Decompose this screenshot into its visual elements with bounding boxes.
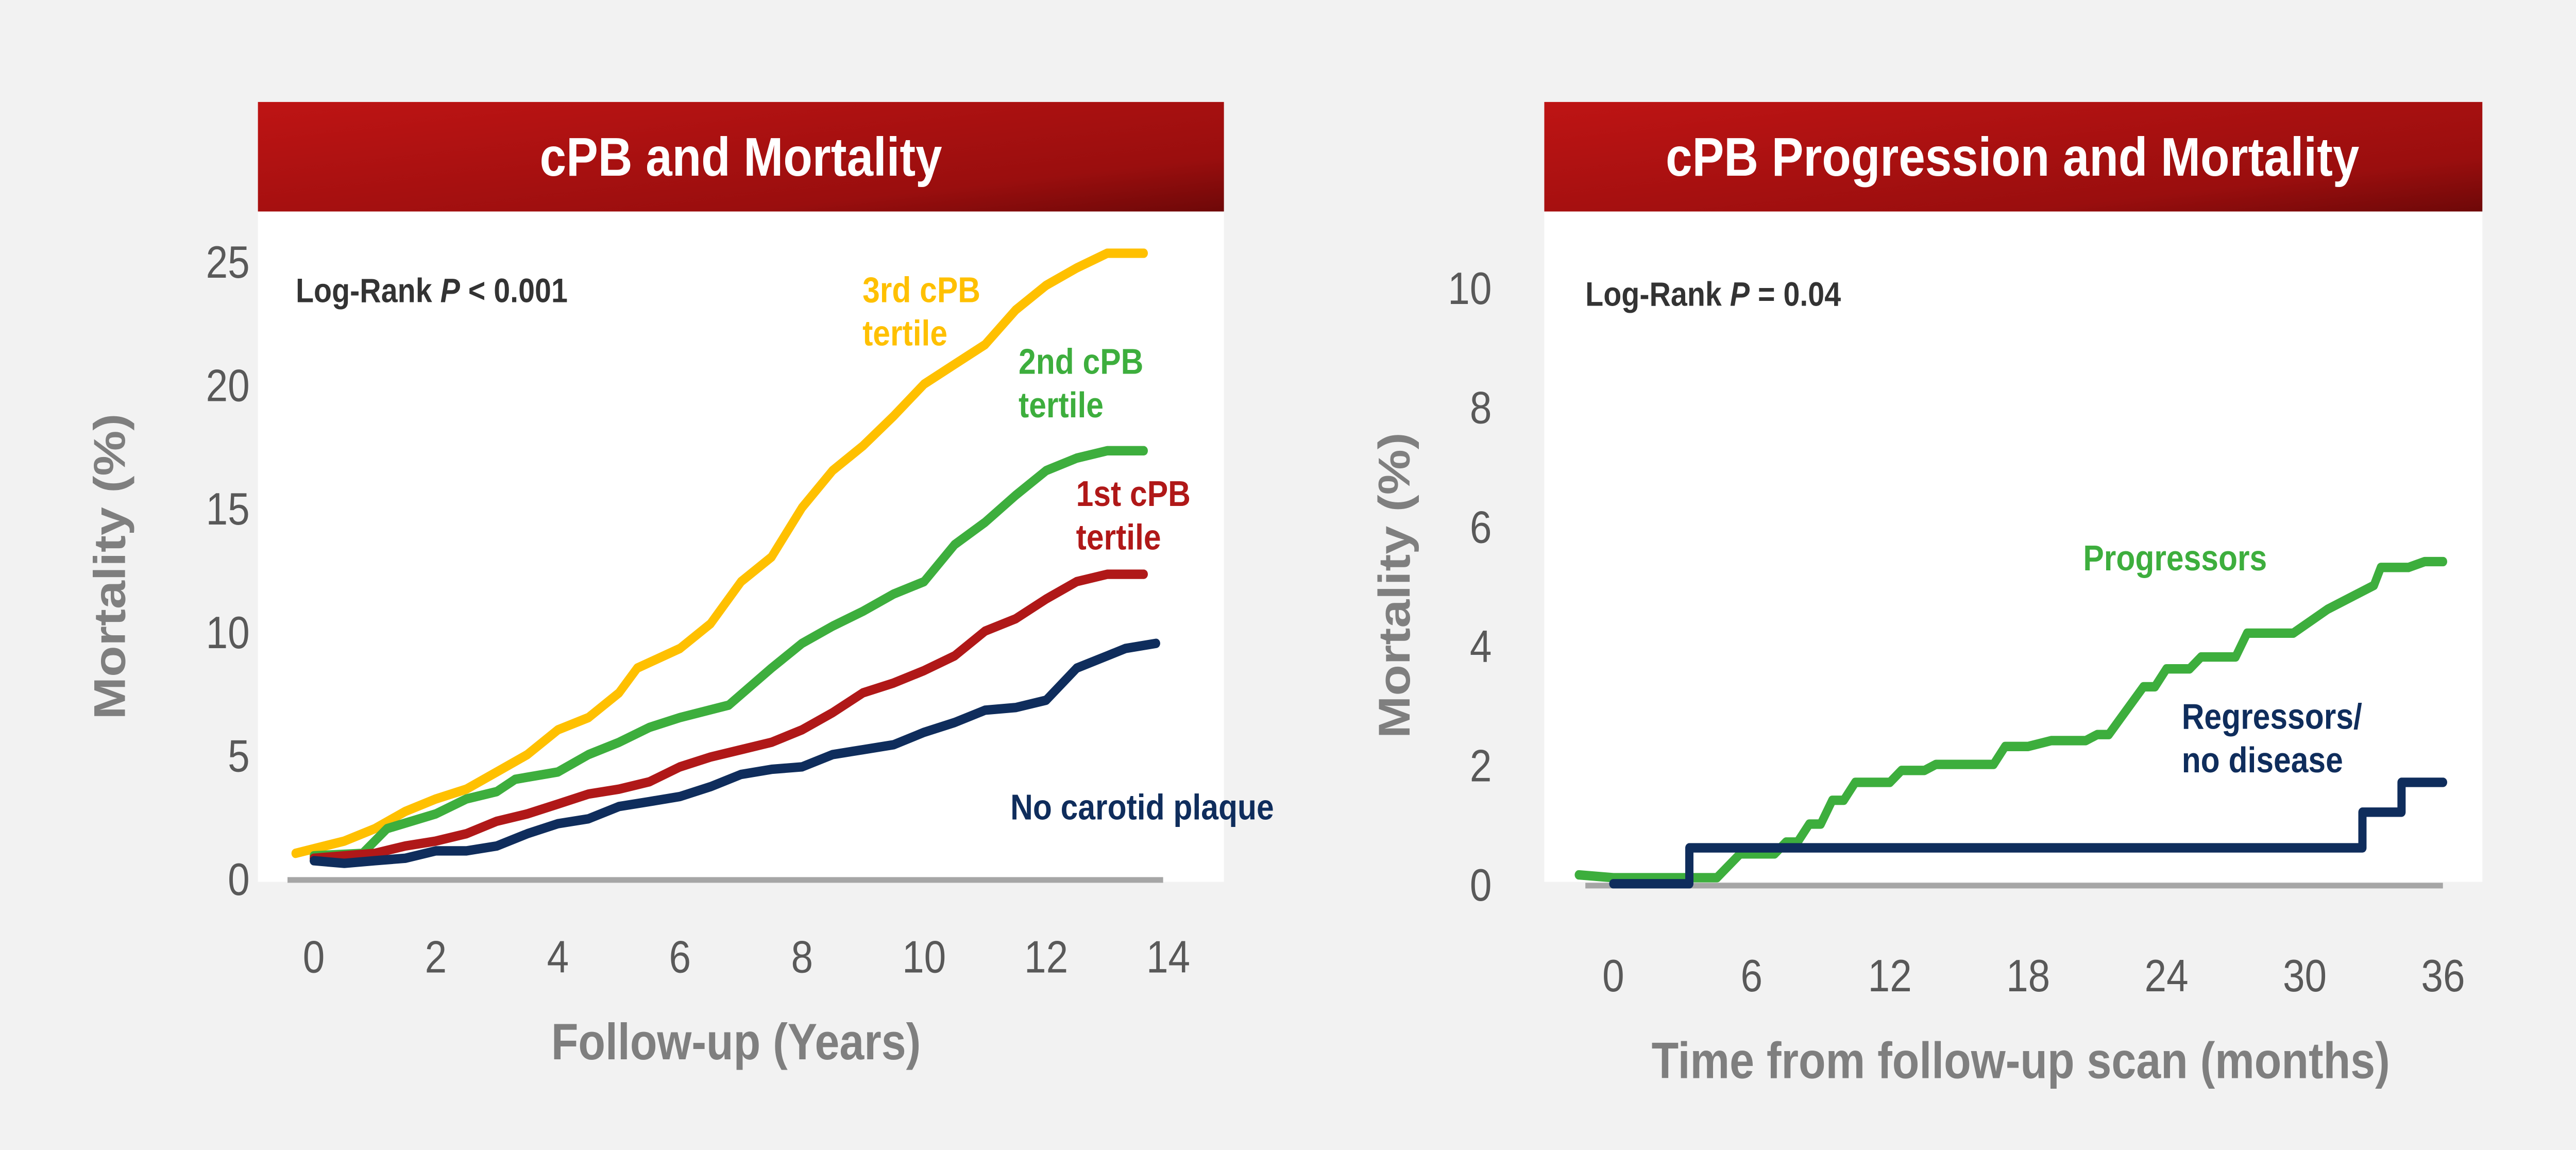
x-tick-label: 10 xyxy=(902,932,946,983)
x-tick-label: 6 xyxy=(669,932,691,983)
y-tick-label: 4 xyxy=(1470,621,1492,672)
panel-cpb-progression-mortality: cPB Progression and Mortality Log-Rank P… xyxy=(1369,102,2483,1089)
series-label: 1st cPB tertile xyxy=(1076,473,1191,557)
x-tick-label: 4 xyxy=(547,932,569,983)
log-rank-annotation: Log-Rank P < 0.001 xyxy=(296,272,568,310)
series-label: 3rd cPB tertile xyxy=(862,269,980,353)
y-axis-title: Mortality (%) xyxy=(1369,432,1419,738)
series-label: No carotid plaque xyxy=(1010,787,1274,827)
x-tick-label: 12 xyxy=(1868,951,1912,1001)
x-tick-label: 6 xyxy=(1741,951,1763,1001)
series-label-line: 1st cPB xyxy=(1076,473,1191,514)
series-line-regressors-no-disease xyxy=(1609,777,2447,889)
series-label: Regressors/no disease xyxy=(2182,697,2362,780)
y-tick-label: 8 xyxy=(1470,383,1492,433)
panel-cpb-mortality: cPB and Mortality Log-Rank P < 0.001 Mor… xyxy=(84,102,1274,1070)
series-line-3rd-cpb-tertile xyxy=(291,248,1148,858)
title-banner xyxy=(258,102,1224,212)
series-label-line: tertile xyxy=(1019,385,1104,425)
y-tick-label: 6 xyxy=(1470,502,1492,552)
series-line-1st-cpb-tertile xyxy=(310,569,1148,863)
y-tick-label: 15 xyxy=(206,484,250,534)
series-label-line: tertile xyxy=(1076,517,1161,557)
y-tick-label: 10 xyxy=(1448,263,1492,314)
y-tick-label: 2 xyxy=(1470,741,1492,791)
annotation-p: P xyxy=(1730,276,1750,314)
x-tick-label: 12 xyxy=(1024,932,1068,983)
series-label-line: no disease xyxy=(2182,740,2343,780)
y-tick-label: 0 xyxy=(228,854,250,905)
y-tick-label: 0 xyxy=(1470,860,1492,910)
series-label-line: 3rd cPB xyxy=(862,269,980,310)
log-rank-annotation: Log-Rank P = 0.04 xyxy=(1585,276,1841,314)
x-tick-label: 8 xyxy=(791,932,813,983)
y-tick-label: 25 xyxy=(206,237,250,288)
series-line-progressors xyxy=(1574,556,2447,883)
plot-background xyxy=(1544,208,2483,882)
x-tick-label: 24 xyxy=(2145,951,2189,1001)
x-tick-label: 14 xyxy=(1146,932,1190,983)
title-banner xyxy=(1544,102,2483,212)
series-label: 2nd cPB tertile xyxy=(1019,342,1143,425)
x-tick-label: 0 xyxy=(1602,951,1624,1001)
x-tick-label: 36 xyxy=(2421,951,2465,1001)
series-label-line: No carotid plaque xyxy=(1010,787,1274,827)
annotation-prefix: Log-Rank xyxy=(296,272,440,310)
y-tick-label: 5 xyxy=(228,731,250,782)
annotation-suffix: = 0.04 xyxy=(1750,276,1841,314)
y-axis-title: Mortality (%) xyxy=(84,414,134,720)
chart-title: cPB and Mortality xyxy=(540,127,942,188)
series-label-line: 2nd cPB xyxy=(1019,342,1143,382)
annotation-p: P xyxy=(440,272,461,310)
x-axis-title: Follow-up (Years) xyxy=(551,1013,921,1070)
x-tick-label: 18 xyxy=(2006,951,2050,1001)
chart-title: cPB Progression and Mortality xyxy=(1666,127,2359,188)
series-label: Progressors xyxy=(2083,538,2267,578)
series-line-no-carotid-plaque xyxy=(310,638,1160,868)
x-axis-title: Time from follow-up scan (months) xyxy=(1652,1032,2390,1089)
y-tick-label: 10 xyxy=(206,607,250,658)
annotation-suffix: < 0.001 xyxy=(460,272,568,310)
x-tick-label: 0 xyxy=(303,932,325,983)
series-label-line: Progressors xyxy=(2083,538,2267,578)
series-label-line: tertile xyxy=(862,313,947,353)
series-label-line: Regressors/ xyxy=(2182,697,2362,737)
annotation-prefix: Log-Rank xyxy=(1585,276,1730,314)
x-tick-label: 2 xyxy=(425,932,447,983)
x-tick-label: 30 xyxy=(2283,951,2327,1001)
series-line-2nd-cpb-tertile xyxy=(310,446,1148,861)
y-tick-label: 20 xyxy=(206,360,250,411)
plot-background xyxy=(258,208,1224,882)
